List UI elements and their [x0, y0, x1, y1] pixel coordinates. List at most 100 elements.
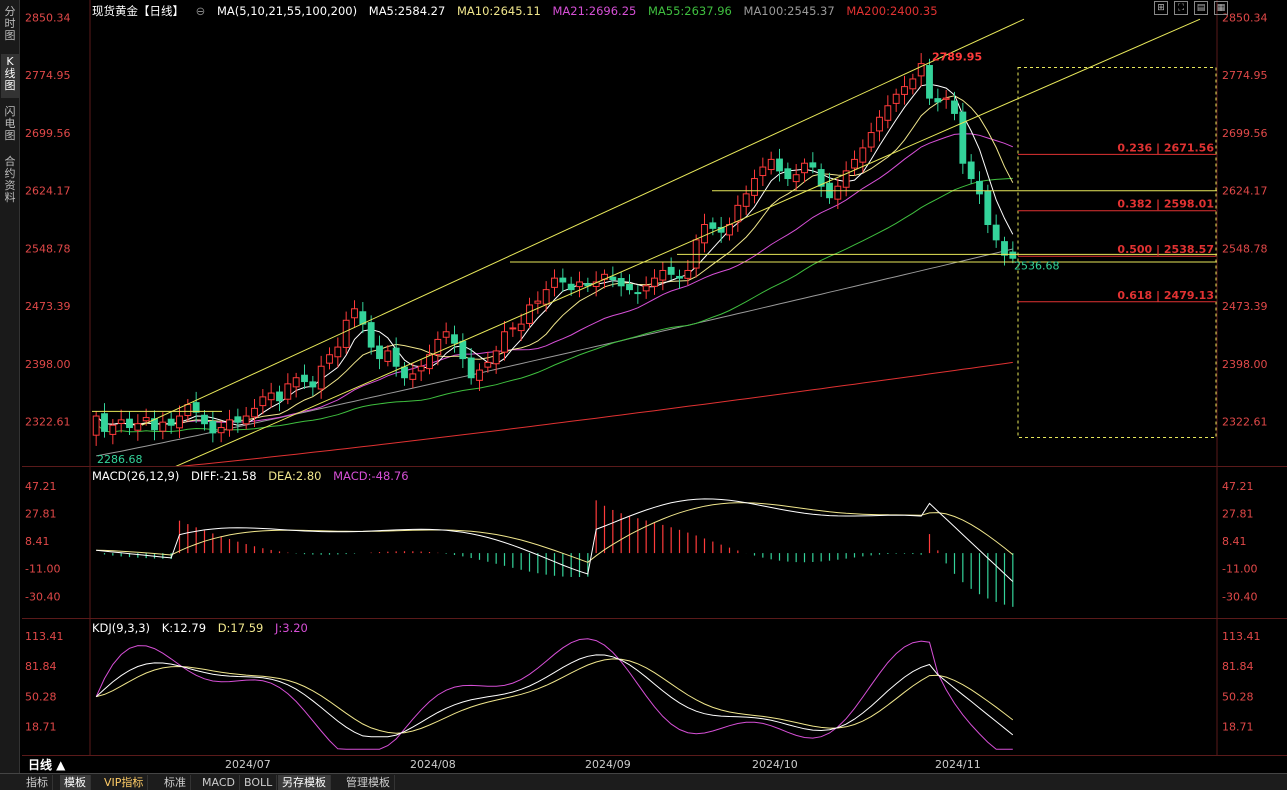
candle-body — [926, 65, 933, 99]
candle-body — [242, 415, 250, 425]
candle-body — [234, 416, 242, 423]
macd-chart[interactable]: 47.21 47.21 27.81 27.81 8.41 8.41 -11.00 -11.00… — [22, 467, 1287, 619]
channel-upper-line — [141, 18, 1025, 426]
price-legend: 现货黄金【日线】 ⊖ MA(5,10,21,55,100,200) MA5:25… — [92, 3, 946, 19]
macd-axis-right-label: 8.41 — [1222, 535, 1247, 548]
period-selector[interactable]: 日线 ▲ — [28, 758, 66, 772]
price-axis-right-label: 2398.00 — [1222, 358, 1268, 371]
kdj-pane[interactable]: 113.41 113.41 81.84 81.84 50.28 50.28 18.71 18.… — [22, 618, 1287, 756]
price-axis-left-label: 2774.95 — [25, 69, 71, 82]
kdj-d: D:17.59 — [217, 621, 264, 635]
tab-macd[interactable]: MACD — [198, 775, 240, 790]
candle-body — [959, 111, 967, 164]
tab-save-template[interactable]: 另存模板 — [278, 775, 331, 790]
candle-body — [134, 423, 142, 431]
macd-axis-right-label: 27.81 — [1222, 508, 1254, 521]
candle-body — [117, 419, 125, 424]
candle-body — [259, 396, 267, 407]
candle-body — [817, 169, 825, 187]
candle-body — [326, 354, 333, 364]
candle-body — [876, 116, 883, 132]
tab-manage-template[interactable]: 管理模板 — [342, 775, 395, 790]
macd-axis-right-label: -30.40 — [1222, 590, 1257, 603]
candle-body — [501, 331, 508, 353]
price-axis-right-label: 2548.78 — [1222, 242, 1268, 255]
ma100-line — [96, 248, 1013, 457]
macd-pane[interactable]: 47.21 47.21 27.81 27.81 8.41 8.41 -11.00 -11.00… — [22, 466, 1287, 619]
kdj-axis-left-label: 81.84 — [25, 660, 57, 673]
kdj-axis-left-label: 113.41 — [25, 630, 64, 643]
price-chart[interactable]: 2850.34 2850.34 2774.95 2774.95 2699.56 2699.… — [22, 0, 1287, 466]
candle-body — [542, 289, 550, 305]
left-tab-bar: 分时图 K线图 闪电图 合约资料 — [0, 0, 20, 773]
candle-body — [301, 374, 308, 383]
candle-body — [726, 224, 733, 236]
x-tick-sep: 2024/09 — [585, 758, 631, 771]
candle-body — [617, 278, 625, 287]
candle-body — [1001, 241, 1008, 256]
candle-body — [659, 269, 667, 281]
kdj-axis-left-label: 50.28 — [25, 690, 57, 703]
list-icon[interactable]: ▦ — [1214, 1, 1228, 15]
bottom-tab-bar: 指标 模板 VIP指标 标准 MACD BOLL 另存模板 管理模板 — [0, 773, 1287, 790]
tab-vip-indicator[interactable]: VIP指标 — [100, 775, 149, 790]
fib-level-label: 0.236 | 2671.56 — [1117, 141, 1214, 154]
tab-timeshare[interactable]: 分时图 — [4, 5, 16, 42]
tab-boll[interactable]: BOLL — [240, 775, 278, 790]
candle-body — [851, 158, 858, 169]
macd-axis-left-label: -11.00 — [25, 563, 60, 576]
macd-diff-line — [96, 498, 1014, 582]
macd-axis-left-label: 27.81 — [25, 508, 57, 521]
layout-icon[interactable]: ▤ — [1194, 1, 1208, 15]
candle-body — [126, 418, 133, 429]
candle-body — [834, 185, 842, 200]
candle-body — [376, 345, 383, 360]
candle-body — [842, 170, 850, 188]
tab-kline[interactable]: K线图 — [1, 54, 19, 98]
candle-body — [151, 418, 158, 431]
candle-body — [626, 283, 633, 291]
tab-indicator[interactable]: 指标 — [22, 775, 53, 790]
kdj-legend: KDJ(9,3,3) K:12.79 D:17.59 J:3.20 — [92, 621, 316, 635]
macd-dea-line — [96, 502, 1014, 563]
candle-body — [267, 392, 275, 401]
kdj-chart[interactable]: 113.41 113.41 81.84 81.84 50.28 50.28 18.71 18.… — [22, 619, 1287, 756]
tab-contract-info[interactable]: 合约资料 — [4, 155, 16, 204]
candle-body — [634, 292, 642, 295]
candle-body — [142, 417, 150, 422]
x-tick-nov: 2024/11 — [935, 758, 981, 771]
price-axis-right-label: 2473.39 — [1222, 300, 1268, 313]
candle-body — [701, 224, 708, 244]
ma5-line — [95, 83, 1014, 427]
candle-body — [451, 334, 458, 344]
candle-body — [317, 365, 325, 390]
candle-body — [909, 78, 917, 90]
price-axis-left-label: 2624.17 — [25, 185, 71, 198]
high-price-label: 2789.95 — [932, 51, 982, 64]
price-axis-left-label: 2322.61 — [25, 416, 71, 429]
ma10-line — [95, 95, 1014, 425]
tab-flash[interactable]: 闪电图 — [4, 105, 16, 142]
candle-body — [576, 281, 583, 288]
price-axis-left-label: 2850.34 — [25, 11, 71, 24]
price-axis-right-label: 2624.17 — [1222, 185, 1268, 198]
fib-level-label: 0.618 | 2479.13 — [1117, 289, 1214, 302]
price-axis-left-label: 2398.00 — [25, 358, 71, 371]
macd-axis-left-label: 8.41 — [25, 535, 50, 548]
fullscreen-icon[interactable]: ⛶ — [1174, 1, 1188, 15]
recent-low-label: 2536.68 — [1014, 260, 1060, 273]
tab-template[interactable]: 模板 — [60, 775, 91, 790]
candle-body — [492, 350, 500, 365]
candle-body — [892, 93, 900, 104]
candle-body — [284, 383, 292, 400]
price-pane[interactable]: 2850.34 2850.34 2774.95 2774.95 2699.56 2699.… — [22, 0, 1287, 466]
grid-icon[interactable]: ⊞ — [1154, 1, 1168, 15]
candle-body — [667, 266, 675, 275]
macd-dea: DEA:2.80 — [268, 469, 322, 483]
candle-body — [567, 283, 575, 291]
collapse-icon[interactable]: ⊖ — [195, 4, 206, 18]
kdj-axis-left-label: 18.71 — [25, 721, 57, 734]
tab-standard[interactable]: 标准 — [160, 775, 191, 790]
ma10-value: MA10:2645.11 — [456, 4, 541, 18]
candle-body — [642, 285, 650, 292]
